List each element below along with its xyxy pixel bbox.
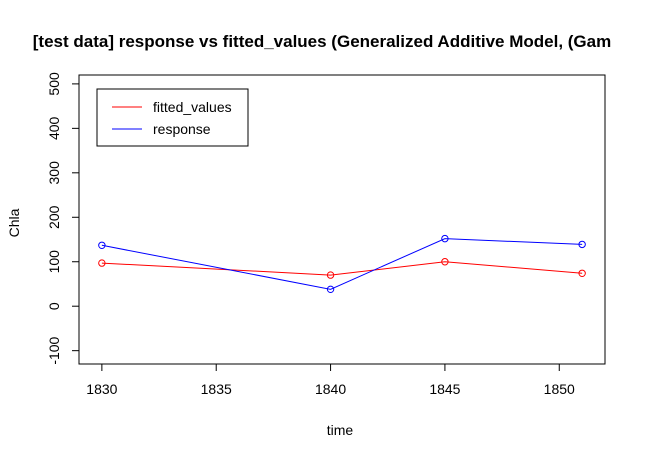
point-fitted_values-3 bbox=[578, 269, 586, 277]
x-tick-label-3: 1845 bbox=[429, 381, 460, 397]
legend: fitted_values response bbox=[96, 88, 249, 147]
point-response-2 bbox=[441, 234, 449, 243]
series-line-response bbox=[101, 238, 583, 290]
x-axis-label: time bbox=[327, 422, 354, 438]
point-fitted_values-2 bbox=[441, 258, 449, 266]
point-fitted_values-1 bbox=[326, 271, 335, 279]
point-fitted_values-0 bbox=[98, 259, 106, 267]
series-line-fitted_values bbox=[101, 261, 583, 276]
point-response-1 bbox=[326, 285, 335, 294]
point-response-3 bbox=[578, 240, 586, 249]
x-tick-label-4: 1850 bbox=[544, 381, 575, 397]
legend-box bbox=[96, 88, 249, 147]
y-tick-label-1: 0 bbox=[46, 302, 62, 310]
chart-title: [test data] response vs fitted_values (G… bbox=[33, 32, 611, 51]
y-tick-label-4: 300 bbox=[46, 161, 62, 185]
y-tick-label-0: -100 bbox=[46, 336, 62, 364]
y-tick-label-6: 500 bbox=[46, 72, 62, 96]
y-tick-label-2: 100 bbox=[46, 250, 62, 274]
legend-label-fitted_values: fitted_values bbox=[153, 99, 232, 115]
x-axis: 1830 1835 1840 1845 1850 bbox=[86, 363, 575, 397]
legend-label-response: response bbox=[153, 121, 211, 137]
point-response-0 bbox=[98, 241, 106, 249]
x-tick-label-1: 1835 bbox=[201, 381, 232, 397]
x-tick-label-2: 1840 bbox=[315, 381, 346, 397]
y-tick-label-3: 200 bbox=[46, 205, 62, 229]
series-layer bbox=[98, 234, 586, 294]
y-axis-label: Chla bbox=[6, 208, 22, 237]
x-tick-label-0: 1830 bbox=[86, 381, 117, 397]
y-tick-label-5: 400 bbox=[46, 116, 62, 140]
y-axis: -100 0 100 200 300 400 500 bbox=[46, 72, 80, 365]
